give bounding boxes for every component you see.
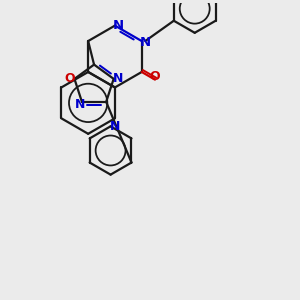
Text: N: N <box>74 98 85 111</box>
Text: N: N <box>113 72 124 86</box>
Text: O: O <box>150 70 160 83</box>
Text: N: N <box>140 36 151 49</box>
Text: O: O <box>64 72 75 86</box>
Text: N: N <box>110 120 120 133</box>
Text: N: N <box>113 19 124 32</box>
